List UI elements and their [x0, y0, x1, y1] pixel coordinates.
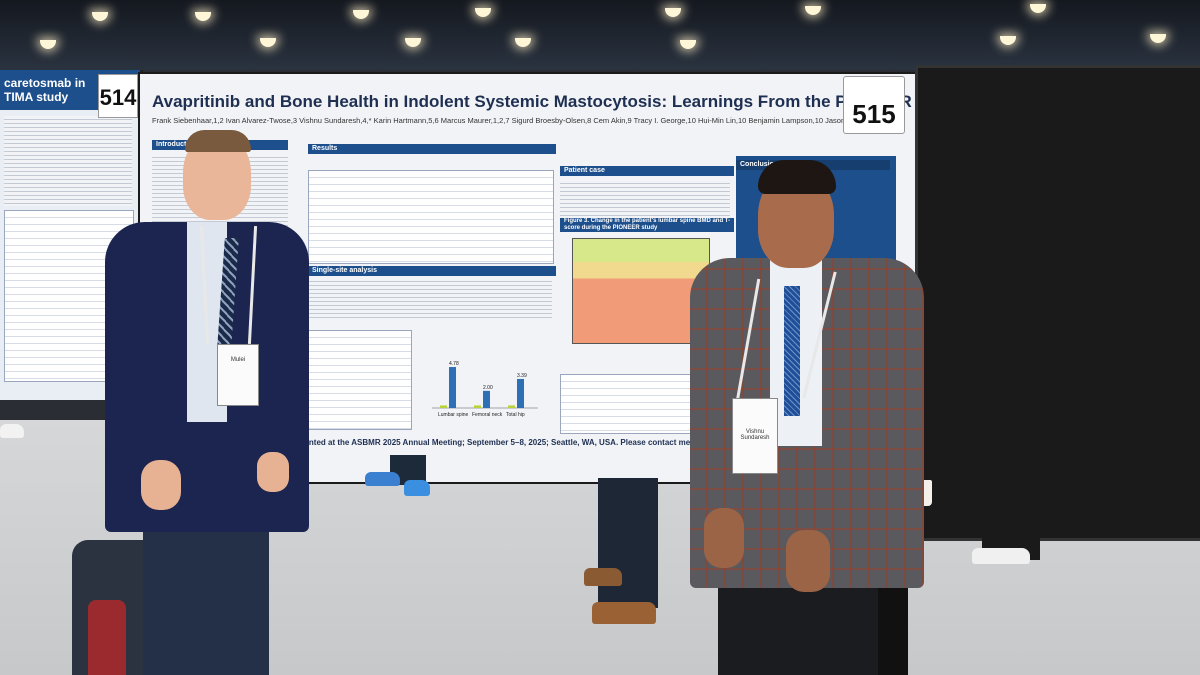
hair [185, 130, 251, 152]
chart-bar [508, 405, 515, 408]
brown-shoe [584, 568, 622, 586]
poster-514-text [4, 116, 132, 206]
section-patient-case: Patient case [560, 166, 734, 176]
poster-514-number: 514 [98, 74, 138, 118]
section-results: Results [308, 144, 556, 154]
ceiling-light [1030, 4, 1046, 13]
bmd-chart [572, 238, 710, 344]
poster-authors: Frank Siebenhaar,1,2 Ivan Alvarez-Twose,… [152, 116, 875, 125]
chart-category-label: Femoral neck [472, 412, 503, 418]
background-person-legs [598, 478, 658, 608]
single-site-text [308, 278, 552, 318]
chart-category-label: Lumbar spine [438, 412, 469, 418]
sneaker [365, 472, 400, 486]
results-table-1 [308, 170, 554, 264]
chart-bar [449, 367, 456, 408]
right-hand [257, 452, 289, 492]
chart-data-label: 4.78 [449, 361, 459, 367]
ceiling-light [1150, 34, 1166, 43]
poster-footer: sented at the ASBMR 2025 Annual Meeting;… [300, 438, 920, 447]
ceiling-light [195, 12, 211, 21]
figure-3-title: Figure 3. Change in the patient's lumbar… [560, 218, 734, 232]
name-badge: Mulei [217, 344, 259, 406]
section-single-site: Single-site analysis [308, 266, 556, 276]
poster-515-number: 515 [843, 76, 905, 134]
sneaker [404, 480, 430, 496]
poster-514-title-line: TIMA study [4, 90, 69, 104]
left-presenter: Mulei [105, 130, 315, 675]
badge-name: Vishnu Sundaresh [740, 429, 770, 441]
chart-data-label: 2.00 [483, 385, 493, 391]
chart-category-label: Total hip [506, 412, 525, 418]
badge-name: Mulei [230, 357, 246, 363]
results-table-2 [306, 330, 412, 430]
ceiling-light [260, 38, 276, 47]
empty-poster-board [915, 65, 1200, 541]
poster-title: Avapritinib and Bone Health in Indolent … [152, 92, 920, 111]
chart-bar [517, 378, 524, 408]
ceiling-light [805, 6, 821, 15]
ceiling-light [475, 8, 491, 17]
white-shoe [0, 424, 24, 438]
chart-data-label: 3.39 [517, 373, 527, 379]
ceiling-light [680, 40, 696, 49]
white-shoe [972, 548, 1030, 564]
poster-514-title-line: caretosmab in [4, 76, 86, 90]
hall-ceiling [0, 0, 1200, 70]
chart-bar [474, 405, 481, 408]
chart-bar [440, 405, 447, 408]
hair [758, 160, 836, 194]
ceiling-light [665, 8, 681, 17]
ceiling-light [515, 38, 531, 47]
ceiling-light [405, 38, 421, 47]
patient-case-text [560, 180, 730, 216]
ceiling-light [92, 12, 108, 21]
left-hand [141, 460, 181, 510]
tie [784, 286, 800, 416]
trousers [143, 525, 269, 675]
left-hand [704, 508, 744, 568]
name-badge: Vishnu Sundaresh [732, 398, 778, 474]
brown-shoe [592, 602, 656, 624]
ceiling-light [40, 40, 56, 49]
right-presenter: Vishnu Sundaresh [688, 158, 928, 675]
right-hand [786, 530, 830, 592]
backpack-pocket [88, 600, 126, 675]
bar-chart: 4.78 Lumbar spine 2.00 Femoral neck 3.39 Tota… [432, 361, 538, 418]
chart-bar [483, 390, 490, 408]
ceiling-light [353, 10, 369, 19]
ceiling-light [1000, 36, 1016, 45]
